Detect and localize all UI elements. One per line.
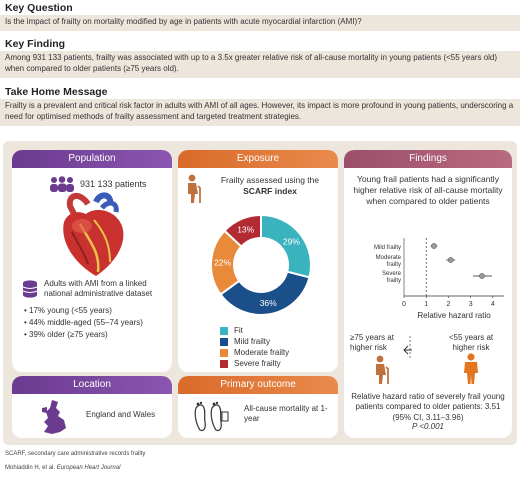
legend-item-moderate: Moderate frailty: [220, 348, 289, 357]
exposure-description: Frailty assessed using the SCARF index: [220, 175, 320, 197]
location-title: Location: [12, 376, 172, 394]
legend-swatch-mild: [220, 337, 228, 346]
forest-point-estimate: [447, 257, 454, 263]
forest-point-estimate: [479, 273, 485, 279]
donut-label-severe: 13%: [237, 225, 254, 235]
population-card: Population 931 133 patients Adults with …: [12, 150, 172, 372]
people-icon: [50, 176, 74, 192]
donut-slice-severe: [223, 213, 262, 248]
uk-map-icon: [42, 400, 66, 434]
population-bullet-young: • 17% young (<55 years): [24, 306, 112, 315]
frailty-donut-chart: 29% 36% 22% 13%: [210, 213, 312, 316]
location-card: Location England and Wales: [12, 376, 172, 438]
forest-x-label: Relative hazard ratio: [417, 311, 491, 320]
population-description: Adults with AMI from a linked national a…: [44, 279, 153, 299]
key-question-text: Is the impact of frailty on mortality mo…: [0, 15, 520, 31]
patient-count: 931 133 patients: [80, 179, 147, 189]
forest-point-estimate: [431, 243, 437, 249]
forest-tick-label: 3: [469, 301, 473, 308]
forest-row-label: Mild frailty: [374, 245, 401, 251]
footnote: SCARF, secondary care administrative rec…: [5, 451, 146, 457]
toe-tag-feet-icon: [194, 401, 229, 432]
legend-label-moderate: Moderate frailty: [234, 348, 290, 357]
take-home-text: Frailty is a prevalent and critical risk…: [0, 99, 520, 126]
primary-outcome-title: Primary outcome: [178, 376, 338, 394]
population-bullet-older: • 39% older (≥75 years): [24, 330, 108, 339]
legend-swatch-fit: [220, 326, 228, 335]
citation: Mohiaddin H, et al. European Heart Journ…: [5, 465, 121, 471]
forest-tick-label: 0: [402, 301, 406, 308]
forest-tick-label: 2: [446, 301, 450, 308]
key-finding-text: Among 931 133 patients, frailty was asso…: [0, 51, 520, 78]
forest-row-label: Severe frailty: [382, 271, 402, 284]
take-home-heading: Take Home Message: [0, 84, 520, 99]
primary-outcome-card: Primary outcome All-cause mortality at 1…: [178, 376, 338, 438]
arrow-pair: [403, 336, 412, 358]
elderly-person-icon: [188, 174, 201, 203]
older-risk-label: ≥75 years at higher risk: [350, 333, 394, 353]
findings-result: Relative hazard ratio of severely frail …: [351, 392, 505, 422]
elderly-patient-icon: [376, 355, 389, 384]
legend-item-mild: Mild frailty: [220, 337, 270, 346]
exposure-title: Exposure: [178, 150, 338, 168]
legend-swatch-severe: [220, 359, 228, 368]
donut-label-mild: 36%: [260, 298, 277, 308]
database-icon: [22, 280, 38, 298]
take-home-section: Take Home Message Frailty is a prevalent…: [0, 84, 520, 126]
donut-label-fit: 29%: [283, 236, 300, 246]
legend-label-fit: Fit: [234, 326, 243, 335]
young-patient-icon: [464, 353, 478, 384]
key-finding-section: Key Finding Among 931 133 patients, frai…: [0, 36, 520, 78]
key-finding-heading: Key Finding: [0, 36, 520, 51]
forest-tick-label: 4: [491, 301, 495, 308]
population-bullet-middle: • 44% middle-aged (55–74 years): [24, 318, 143, 327]
population-title: Population: [12, 150, 172, 168]
legend-item-fit: Fit: [220, 326, 243, 335]
exposure-card: Exposure Frailty assessed using the SCARF…: [178, 150, 338, 372]
findings-summary: Young frail patients had a significantly…: [353, 174, 503, 207]
key-question-section: Key Question Is the impact of frailty on…: [0, 0, 520, 31]
donut-label-moderate: 22%: [214, 258, 231, 268]
forest-row-label: Moderate frailty: [376, 255, 402, 268]
location-text: England and Wales: [86, 410, 156, 419]
findings-title: Findings: [344, 150, 512, 168]
outcome-text: All-cause mortality at 1-year: [244, 404, 328, 424]
findings-pvalue: P <0.001: [412, 422, 444, 431]
findings-card: Findings Young frail patients had a sign…: [344, 150, 512, 438]
legend-swatch-moderate: [220, 348, 228, 357]
younger-risk-label: <55 years at higher risk: [448, 333, 494, 353]
legend-item-severe: Severe frailty: [220, 359, 281, 368]
heart-illustration: [63, 192, 124, 276]
donut-slice-mild: [219, 270, 311, 316]
legend-label-mild: Mild frailty: [234, 337, 271, 346]
key-question-heading: Key Question: [0, 0, 520, 15]
legend-label-severe: Severe frailty: [234, 359, 281, 368]
forest-tick-label: 1: [424, 301, 428, 308]
